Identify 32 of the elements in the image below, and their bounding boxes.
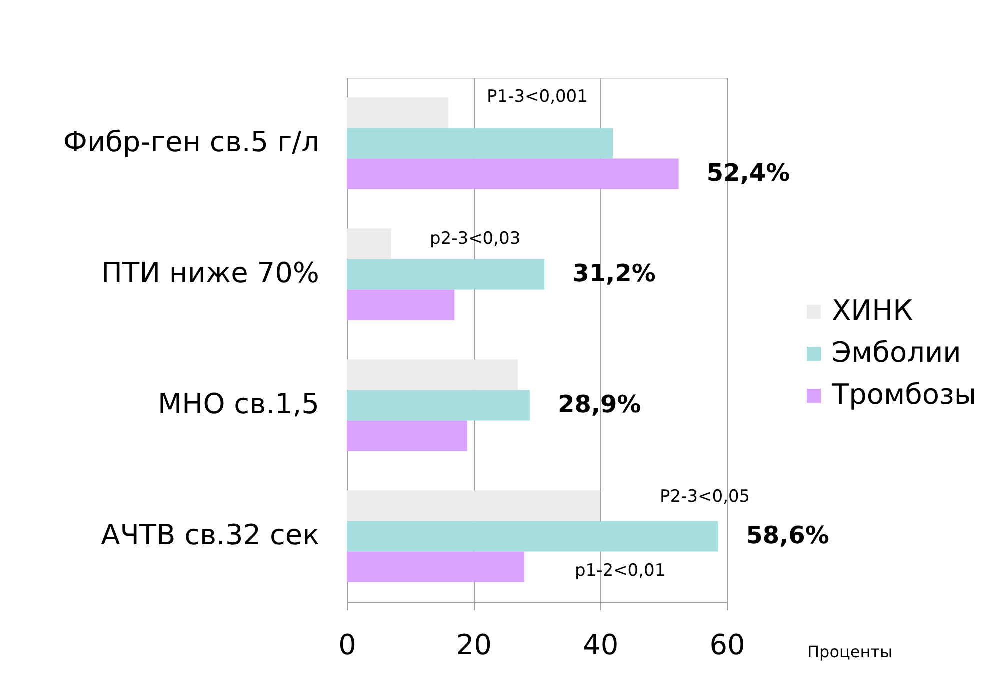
bar — [347, 390, 530, 421]
bar — [347, 259, 545, 290]
annotation: p2-3<0,03 — [430, 229, 521, 249]
legend-label: Эмболии — [832, 336, 962, 370]
annotation: P1-3<0,001 — [487, 87, 588, 107]
bar — [347, 290, 455, 320]
x-axis-title: Проценты — [808, 642, 893, 662]
x-tick-label: 60 — [710, 628, 746, 662]
bar — [347, 98, 448, 128]
y-tick-label: Фибр-ген св.5 г/л — [63, 126, 320, 158]
data-label: 58,6% — [746, 522, 830, 550]
bar — [347, 521, 718, 552]
bar — [347, 128, 613, 159]
y-tick-label: МНО св.1,5 — [158, 388, 320, 420]
bar — [347, 552, 524, 582]
bar — [347, 228, 392, 260]
y-tick-label: ПТИ ниже 70% — [101, 256, 320, 290]
legend-label: Тромбозы — [831, 378, 977, 412]
data-label: 28,9% — [558, 390, 642, 418]
data-label: 52,4% — [706, 159, 790, 188]
annotation: p1-2<0,01 — [575, 561, 666, 581]
bar — [347, 490, 600, 522]
y-tick-label: АЧТВ св.32 сек — [101, 518, 320, 552]
data-label: 31,2% — [572, 260, 656, 288]
bar — [347, 158, 679, 190]
x-tick-label: 0 — [338, 628, 356, 662]
bar — [347, 420, 468, 452]
x-tick-label: 40 — [583, 628, 619, 662]
bar — [347, 360, 518, 390]
legend-label: ХИНК — [832, 294, 914, 328]
annotation: P2-3<0,05 — [660, 487, 750, 507]
x-tick-label: 20 — [456, 628, 492, 662]
